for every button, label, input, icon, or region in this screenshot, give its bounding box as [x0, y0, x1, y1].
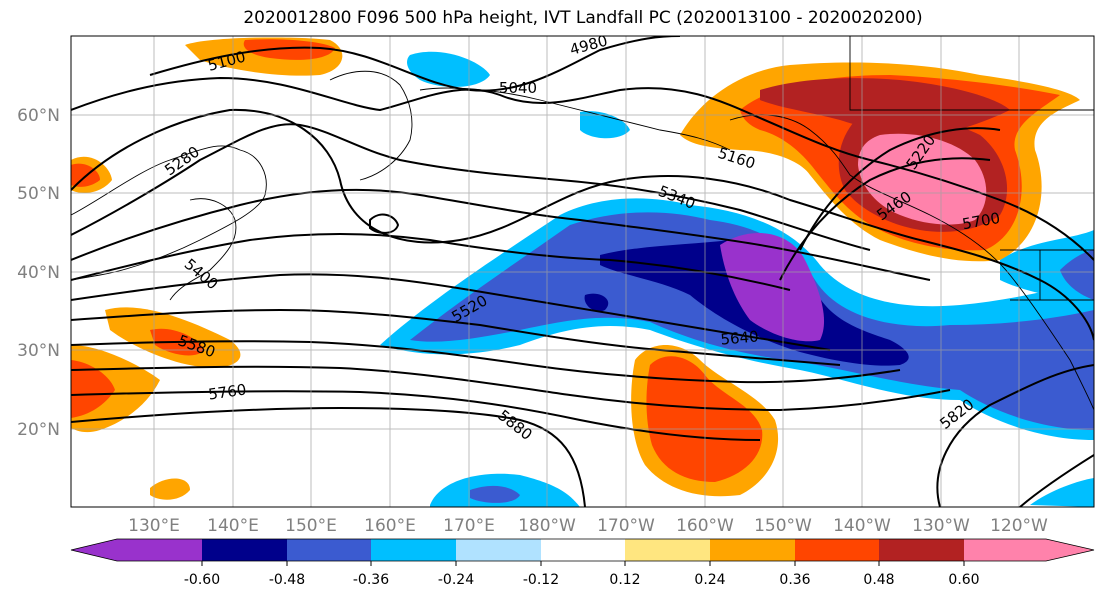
colorbar-bin	[879, 539, 964, 561]
lon-label-160w: 160°W	[676, 516, 734, 536]
colorbar-tick-label: -0.36	[353, 572, 389, 588]
height-contours	[71, 36, 1094, 507]
colorbar-tick-label: 0.12	[609, 572, 640, 588]
colorbar-bin	[710, 539, 795, 561]
contour-label-5040: 5040	[499, 79, 537, 97]
lat-label-30n: 30°N	[17, 341, 60, 361]
lat-label-50n: 50°N	[17, 184, 60, 204]
colorbar-bin	[117, 539, 202, 561]
colorbar: -0.60 -0.48 -0.36 -0.24 -0.12 0.12 0.24 …	[70, 538, 1095, 588]
lat-label-60n: 60°N	[17, 106, 60, 126]
colorbar-tick-label: 0.60	[948, 572, 979, 588]
map-frame	[70, 35, 1095, 508]
colorbar-extend-max	[1046, 539, 1094, 561]
lon-label-140e: 140°E	[207, 516, 259, 536]
colorbar-tick-label: 0.36	[779, 572, 810, 588]
lon-label-120w: 120°W	[990, 516, 1048, 536]
lon-label-170w: 170°W	[597, 516, 655, 536]
lon-label-170e: 170°E	[443, 516, 495, 536]
lon-label-150w: 150°W	[754, 516, 812, 536]
colorbar-bin	[541, 539, 625, 561]
lon-label-180w: 180°W	[518, 516, 576, 536]
colorbar-tick-label: 0.48	[863, 572, 894, 588]
colorbar-tick-label: -0.48	[269, 572, 305, 588]
colorbar-extend-min	[71, 539, 117, 561]
lon-label-130w: 130°W	[912, 516, 970, 536]
colorbar-bin	[287, 539, 371, 561]
lon-label-130e: 130°E	[128, 516, 180, 536]
contour-label-5640: 5640	[720, 327, 760, 348]
colorbar-bin	[795, 539, 879, 561]
colorbar-tick-label: 0.24	[694, 572, 725, 588]
lat-label-40n: 40°N	[17, 263, 60, 283]
colorbar-tick-label: -0.12	[523, 572, 559, 588]
longitude-labels: 130°E 140°E 150°E 160°E 170°E 180°W 170°…	[128, 516, 1048, 536]
colorbar-bin	[202, 539, 287, 561]
colorbar-bin	[456, 539, 541, 561]
map-panel: 5100 4980 5040 5280 5160 5340 5400 5520 …	[71, 36, 1094, 507]
colorbar-tick-label: -0.60	[184, 572, 220, 588]
colorbar-bin	[964, 539, 1046, 561]
colorbar-tick-labels: -0.60 -0.48 -0.36 -0.24 -0.12 0.12 0.24 …	[184, 572, 980, 588]
latitude-labels: 60°N 50°N 40°N 30°N 20°N	[17, 106, 60, 440]
colorbar-outline	[70, 538, 1095, 562]
gridlines	[71, 36, 1094, 507]
colorbar-bin	[625, 539, 710, 561]
lat-label-20n: 20°N	[17, 420, 60, 440]
lon-label-150e: 150°E	[285, 516, 337, 536]
colorbar-bin	[371, 539, 456, 561]
map-title: 2020012800 F096 500 hPa height, IVT Land…	[243, 8, 923, 28]
colorbar-tick-label: -0.24	[438, 572, 474, 588]
contour-label-5760: 5760	[207, 380, 247, 403]
lon-label-140w: 140°W	[833, 516, 891, 536]
lon-label-160e: 160°E	[364, 516, 416, 536]
